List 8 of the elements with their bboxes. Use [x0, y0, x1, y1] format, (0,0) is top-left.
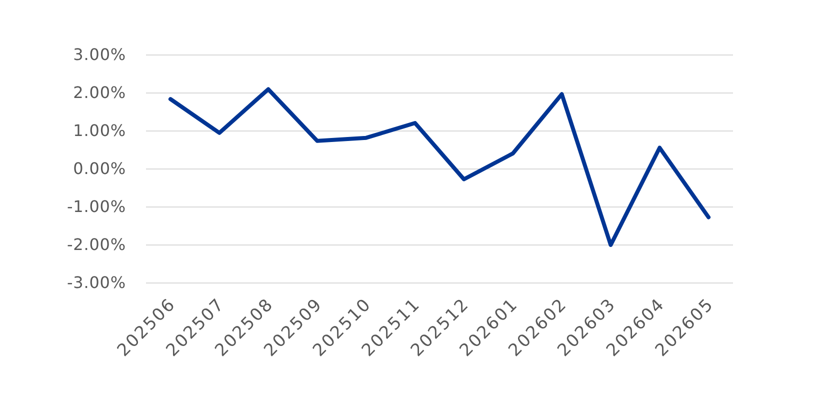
y-tick-label: 3.00% [73, 45, 126, 64]
y-tick-label: 2.00% [73, 83, 126, 102]
y-tick-label: -2.00% [66, 235, 126, 254]
y-tick-label: -1.00% [66, 197, 126, 216]
y-tick-label: 1.00% [73, 121, 126, 140]
y-tick-label: 0.00% [73, 159, 126, 178]
y-tick-label: -3.00% [66, 273, 126, 292]
line-series [168, 87, 711, 247]
